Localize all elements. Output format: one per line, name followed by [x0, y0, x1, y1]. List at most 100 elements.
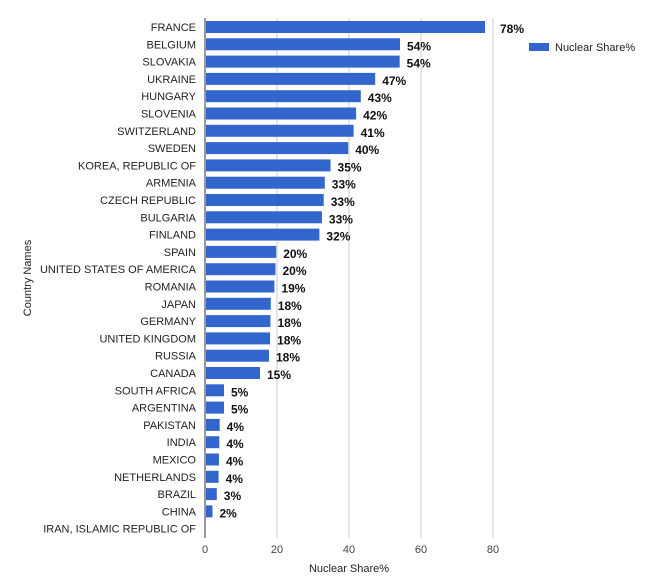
bar — [206, 436, 220, 449]
value-label: 41% — [361, 126, 385, 140]
category-label: PAKISTAN — [143, 420, 196, 432]
value-label: 18% — [277, 333, 301, 347]
category-label: KOREA, REPUBLIC OF — [78, 160, 196, 172]
legend: Nuclear Share% — [529, 42, 635, 54]
x-tick-labels: 0 20 40 60 80 — [202, 544, 499, 556]
category-label: FRANCE — [151, 22, 196, 34]
bar — [206, 90, 361, 103]
value-label: 5% — [231, 385, 249, 399]
bar — [206, 418, 220, 431]
bar — [206, 505, 213, 518]
bars — [206, 21, 485, 518]
value-label: 15% — [267, 368, 291, 382]
bar — [206, 142, 349, 155]
category-label: ARMENIA — [146, 178, 197, 190]
value-label: 20% — [282, 264, 306, 278]
category-label: SLOVAKIA — [142, 57, 196, 69]
category-label: UKRAINE — [147, 74, 196, 86]
value-label: 43% — [368, 91, 392, 105]
bar — [206, 332, 271, 345]
bar — [206, 38, 401, 51]
category-label: SLOVENIA — [141, 109, 197, 121]
value-label: 3% — [224, 489, 242, 503]
bar — [206, 349, 269, 362]
category-label: SPAIN — [164, 247, 196, 259]
value-label: 78% — [500, 22, 524, 36]
category-label: SOUTH AFRICA — [115, 385, 197, 397]
category-label: BELGIUM — [146, 39, 196, 51]
legend-label: Nuclear Share% — [555, 42, 635, 54]
value-label: 54% — [407, 39, 431, 53]
legend-swatch — [529, 43, 549, 51]
bar — [206, 159, 331, 172]
value-label: 4% — [226, 455, 244, 469]
category-label: FINLAND — [149, 230, 196, 242]
category-label: IRAN, ISLAMIC REPUBLIC OF — [43, 524, 196, 536]
x-axis-title: Nuclear Share% — [309, 563, 389, 575]
value-label: 18% — [277, 316, 301, 330]
category-label: NETHERLANDS — [114, 472, 196, 484]
x-tick-label: 0 — [202, 544, 208, 556]
bar — [206, 194, 324, 206]
bar — [206, 280, 275, 293]
value-label: 40% — [355, 143, 379, 157]
bar — [206, 72, 376, 85]
value-label: 4% — [226, 472, 244, 486]
value-label: 33% — [332, 178, 356, 192]
gridlines — [276, 18, 494, 538]
category-label: UNITED KINGDOM — [99, 333, 196, 345]
bar — [206, 228, 320, 241]
bar — [206, 297, 271, 310]
category-label: UNITED STATES OF AMERICA — [40, 264, 197, 276]
category-label: INDIA — [167, 437, 197, 449]
value-label: 54% — [407, 57, 431, 71]
category-label: CZECH REPUBLIC — [100, 195, 196, 207]
value-label: 4% — [227, 420, 245, 434]
bar — [206, 384, 224, 397]
value-label: 35% — [338, 160, 362, 174]
value-label: 33% — [331, 195, 355, 209]
category-label: SWITZERLAND — [117, 126, 196, 138]
bar — [206, 245, 277, 258]
value-label: 47% — [382, 74, 406, 88]
bar — [206, 367, 260, 379]
value-label: 33% — [329, 212, 353, 226]
bar — [206, 315, 271, 328]
category-label: ROMANIA — [145, 282, 197, 294]
x-tick-label: 60 — [415, 544, 427, 556]
bar — [206, 453, 219, 466]
category-labels: FRANCE BELGIUM SLOVAKIA UKRAINE HUNGARY SLOVE… — [40, 22, 197, 536]
category-label: ARGENTINA — [132, 403, 197, 415]
bar — [206, 488, 217, 501]
x-tick-label: 40 — [343, 544, 355, 556]
bar — [206, 470, 219, 483]
bar — [206, 211, 322, 224]
x-tick-label: 80 — [487, 544, 499, 556]
bar — [206, 124, 354, 137]
category-label: RUSSIA — [155, 351, 197, 363]
value-label: 20% — [283, 247, 307, 261]
value-label: 42% — [363, 109, 387, 123]
bar — [206, 21, 485, 33]
value-labels: 78%54%54%47%43%42%41%40%35%33%33%33%32%2… — [219, 22, 524, 520]
bar — [206, 107, 357, 120]
value-label: 19% — [281, 282, 305, 296]
category-label: SWEDEN — [148, 143, 196, 155]
value-label: 18% — [278, 299, 302, 313]
value-label: 5% — [231, 403, 249, 417]
value-label: 4% — [226, 437, 244, 451]
bar — [206, 263, 276, 276]
category-label: BULGARIA — [140, 212, 196, 224]
bar — [206, 401, 224, 414]
value-label: 18% — [276, 351, 300, 365]
category-label: CANADA — [150, 368, 197, 380]
category-label: HUNGARY — [141, 91, 196, 103]
category-label: JAPAN — [161, 299, 196, 311]
category-label: CHINA — [162, 506, 197, 518]
category-label: GERMANY — [140, 316, 196, 328]
bar — [206, 176, 325, 189]
category-label: MEXICO — [153, 455, 197, 467]
value-label: 2% — [219, 506, 237, 520]
x-tick-label: 20 — [271, 544, 283, 556]
